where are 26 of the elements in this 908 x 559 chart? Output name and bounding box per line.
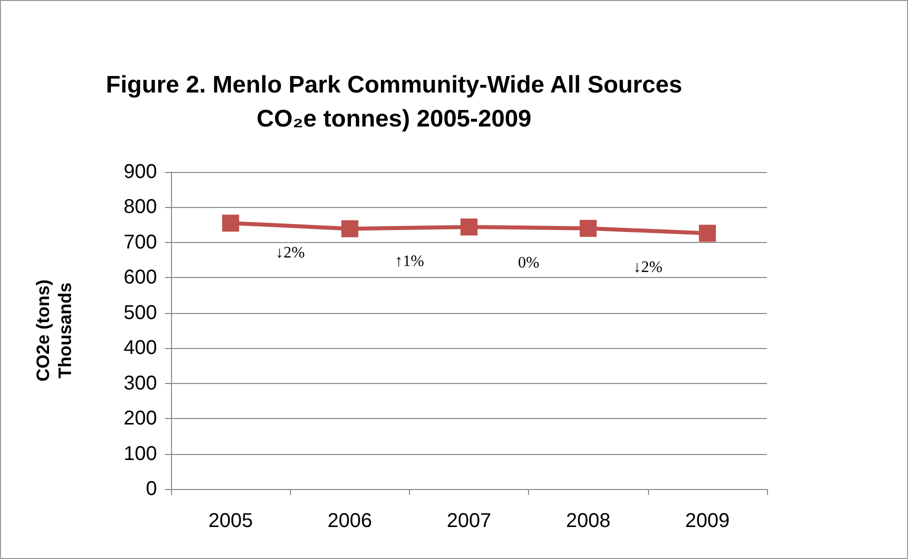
- x-tick-label: 2006: [328, 510, 372, 532]
- y-tick-label: 800: [124, 196, 157, 218]
- annotation: ↓2%: [276, 244, 305, 262]
- y-tick-label: 400: [124, 337, 157, 360]
- point: [580, 220, 597, 237]
- chart-title: Figure 2. Menlo Park Community-Wide All Sources CO₂e tonnes) 2005-2009: [106, 72, 682, 132]
- y-tick-label: 300: [124, 372, 157, 394]
- annotation: ↑1%: [394, 253, 424, 270]
- point: [698, 224, 716, 242]
- point: [222, 214, 240, 232]
- point: [460, 218, 478, 236]
- x-tick-label: 2008: [566, 510, 610, 532]
- y-tick-label: 0: [146, 478, 157, 500]
- y-tick-label: 500: [124, 302, 157, 324]
- y-tick-label: 700: [124, 231, 157, 254]
- x-tick-label: 2007: [446, 510, 492, 532]
- x-tick-label: 2009: [685, 510, 730, 532]
- point: [341, 220, 358, 238]
- annotation: ↓2%: [633, 258, 662, 276]
- y-tick-label: 600: [124, 266, 157, 289]
- y-tick-label: 200: [124, 408, 157, 430]
- annotation: 0%: [518, 254, 540, 272]
- y-axis-title: CO2e (tons) Thousands: [33, 279, 75, 382]
- x-tick-label: 2005: [208, 510, 253, 532]
- y-tick-label: 100: [124, 442, 157, 465]
- y-tick-label: 900: [124, 161, 157, 183]
